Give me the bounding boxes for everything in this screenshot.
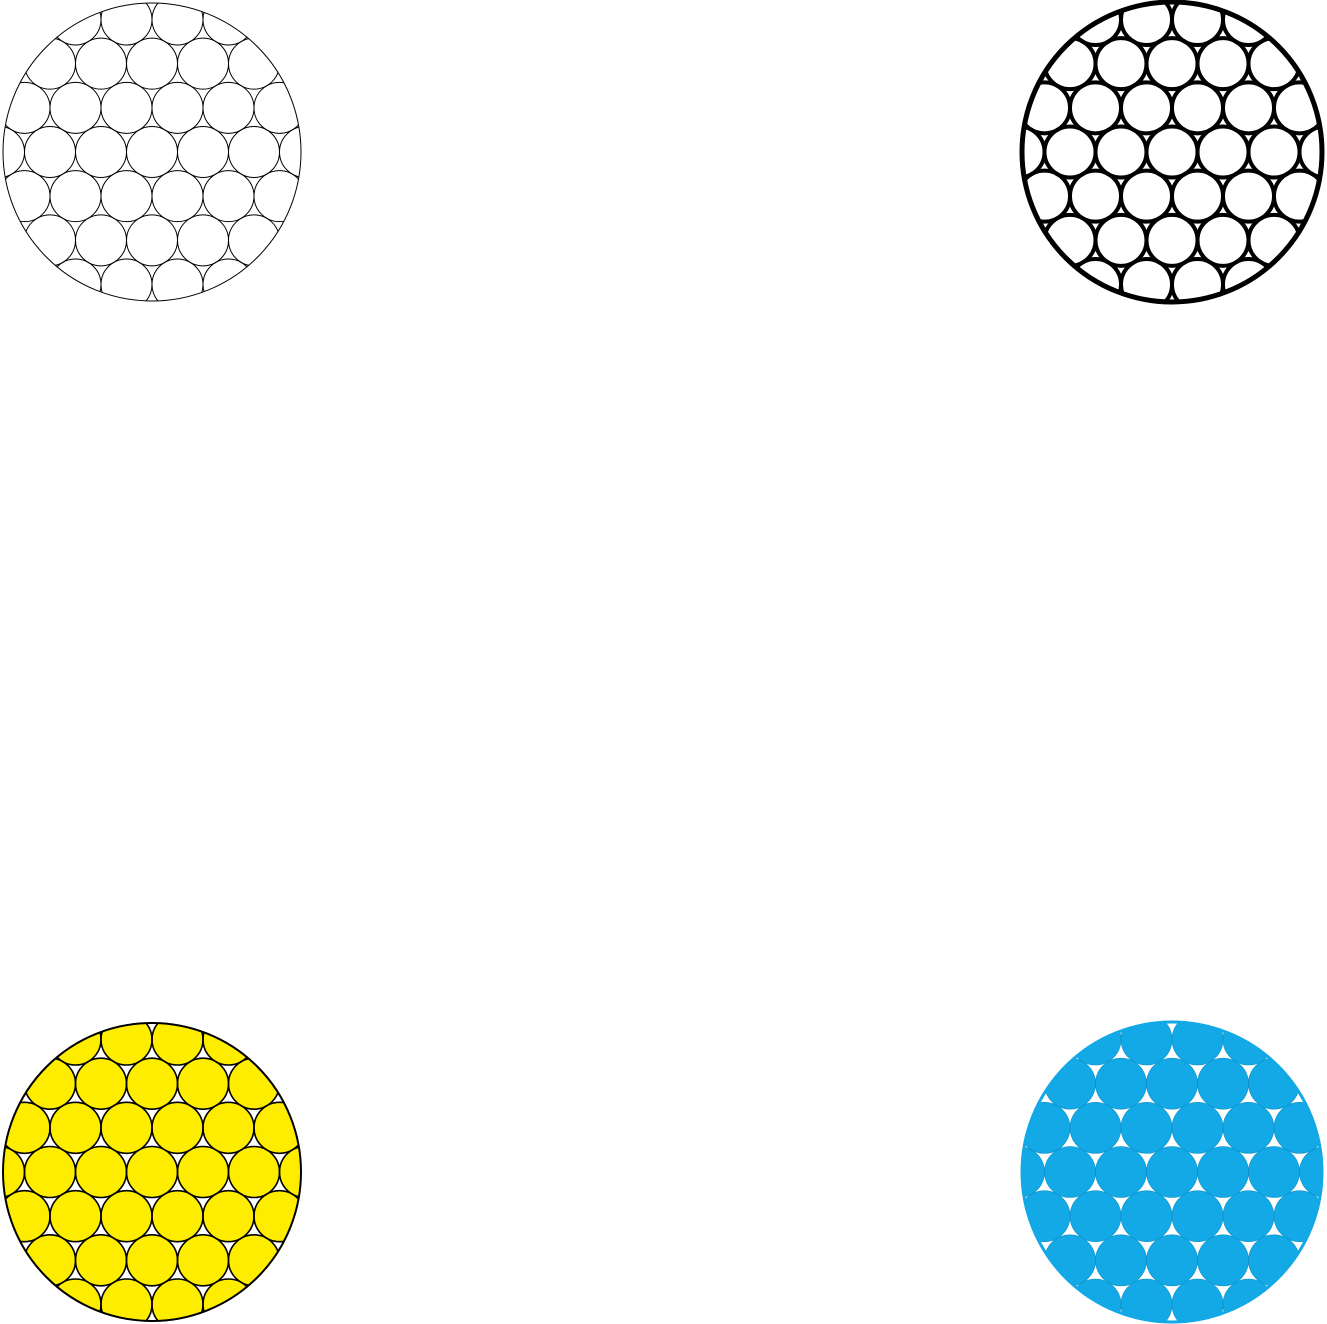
petal-fill-disc [1095, 1234, 1147, 1286]
petal-fill-disc [126, 1234, 178, 1286]
pattern-circle [1272, 80, 1322, 136]
frame-ring [2, 1022, 302, 1322]
frame-ring [2, 2, 302, 302]
petal-fill-disc [1223, 1102, 1274, 1154]
petal-fill-disc [1021, 1146, 1045, 1198]
petal-fill-disc [1248, 1146, 1300, 1198]
petal-fill-disc [203, 1102, 254, 1154]
petal-fill-disc [1172, 1102, 1223, 1154]
petal-fill-disc [228, 1146, 280, 1198]
petal-fill-disc [177, 1146, 229, 1198]
petal-fill-disc [1146, 1146, 1198, 1198]
petal-fill-disc [126, 1058, 178, 1110]
pattern-circle [1297, 124, 1322, 180]
petal-fill-disc [279, 1146, 301, 1198]
pattern-circle [253, 170, 301, 223]
pattern-circle [278, 1145, 301, 1199]
petal-fill-disc [24, 1146, 76, 1198]
frame-ring [1019, 0, 1325, 305]
petal-fill-disc [126, 1146, 178, 1198]
flower-of-life-icon [3, 3, 301, 301]
petal-fill-disc [1146, 1058, 1198, 1110]
petal-fill-disc [3, 1146, 25, 1198]
petal-fill-disc [101, 1102, 152, 1154]
frame-ring [1020, 1020, 1324, 1324]
pattern-circle [253, 1101, 301, 1155]
petal-fill-disc [152, 1190, 203, 1242]
petal-fill-disc [177, 1058, 229, 1110]
pattern-circle [253, 1189, 301, 1243]
pattern-circle [253, 81, 301, 134]
pattern-circle [1273, 1190, 1323, 1242]
petal-fill-disc [203, 1190, 254, 1242]
pattern-circle [1299, 1146, 1323, 1198]
petal-fill-disc [1299, 1146, 1323, 1198]
petal-fill-disc [1070, 1102, 1121, 1154]
petal-fill-disc [1095, 1146, 1147, 1198]
petal-fill-disc [1172, 1190, 1223, 1242]
pattern-circle [1273, 1102, 1323, 1154]
petal-fill-disc [75, 1146, 127, 1198]
petal-fill-disc [1070, 1190, 1121, 1242]
petal-fill-disc [75, 1058, 127, 1110]
petal-fill-disc [1223, 1190, 1274, 1242]
flower-of-life-icon [1021, 1021, 1323, 1323]
petal-fill-disc [177, 1234, 229, 1286]
petal-fill-disc [1121, 1190, 1172, 1242]
petal-fill-disc [1044, 1146, 1096, 1198]
petal-fill-disc [1197, 1058, 1249, 1110]
petal-fill-disc [152, 1102, 203, 1154]
petal-fill-disc [75, 1234, 127, 1286]
petal-fill-disc [1197, 1234, 1249, 1286]
petal-fill-disc [50, 1190, 101, 1242]
petal-fill-disc [101, 1190, 152, 1242]
flower-of-life-thin-outline [2, 2, 302, 302]
petal-fill-disc [1197, 1146, 1249, 1198]
petal-fill-disc [50, 1102, 101, 1154]
pattern-circle [1272, 168, 1322, 224]
petal-fill-disc [1095, 1058, 1147, 1110]
pattern-circle [279, 126, 301, 178]
petal-fill-disc [1121, 1102, 1172, 1154]
petal-fill-disc [1146, 1234, 1198, 1286]
